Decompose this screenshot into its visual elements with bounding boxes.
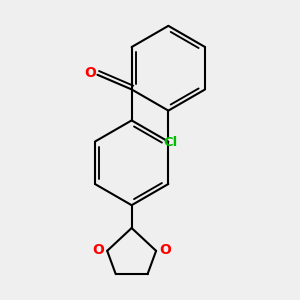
Text: O: O bbox=[84, 66, 96, 80]
Text: O: O bbox=[92, 243, 104, 257]
Text: O: O bbox=[159, 243, 171, 257]
Text: Cl: Cl bbox=[164, 136, 178, 149]
